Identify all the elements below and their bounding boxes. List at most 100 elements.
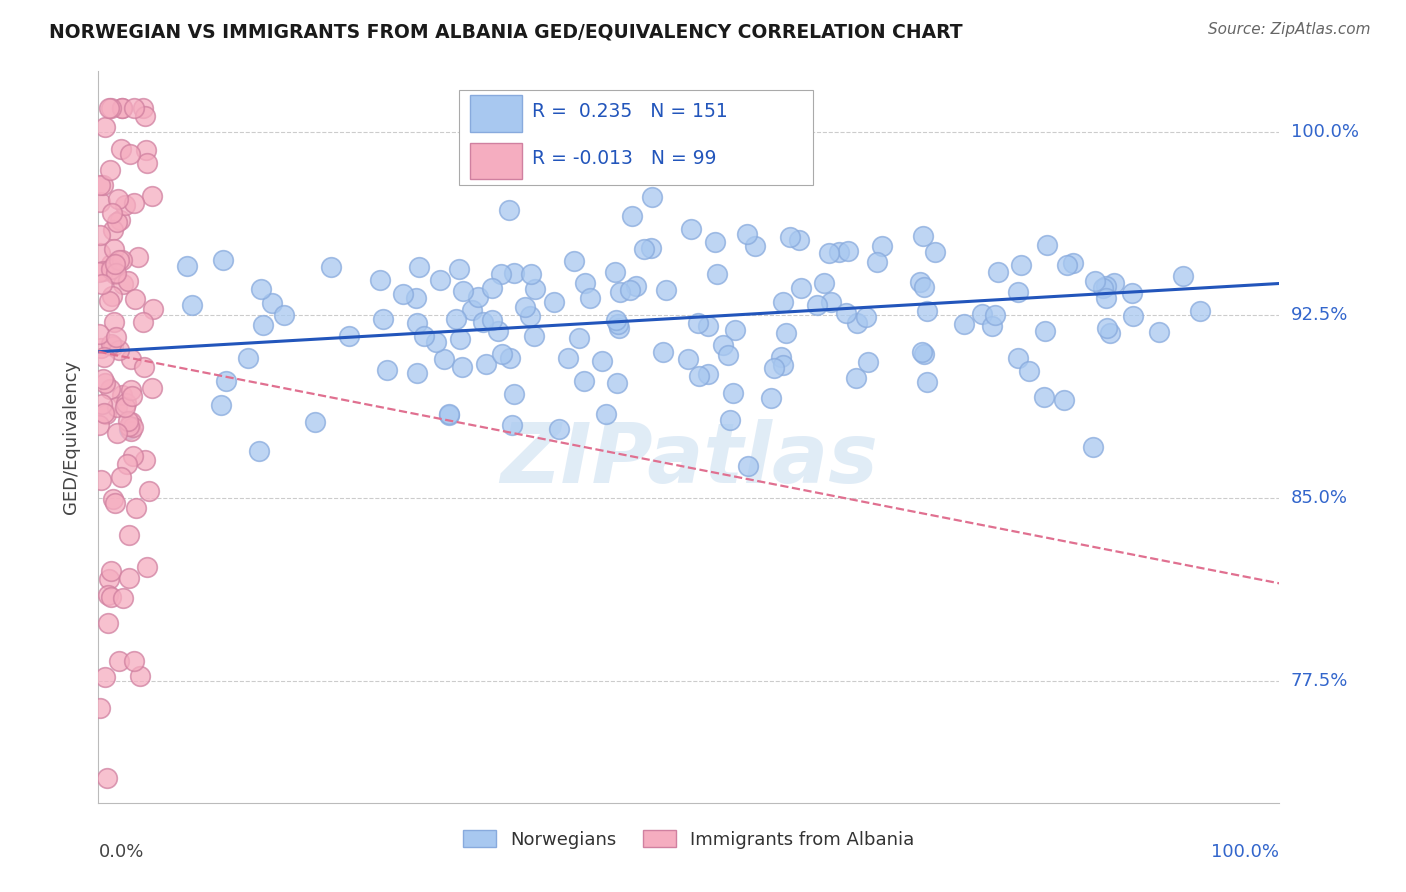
- Point: [100, 590, 122, 604]
- Point: [1091, 281, 1114, 295]
- Point: [108, 343, 131, 358]
- Point: [723, 386, 745, 401]
- Point: [124, 292, 146, 306]
- Point: [94, 120, 117, 134]
- Point: [97, 616, 120, 631]
- Point: [115, 395, 138, 409]
- Point: [89, 246, 111, 260]
- Point: [744, 238, 766, 252]
- Point: [87, 265, 110, 279]
- Point: [834, 306, 856, 320]
- Point: [1007, 351, 1029, 366]
- Point: [136, 560, 159, 574]
- Point: [605, 313, 627, 327]
- Point: [103, 315, 125, 329]
- Point: [761, 391, 783, 405]
- Point: [98, 572, 121, 586]
- Text: 77.5%: 77.5%: [1291, 672, 1348, 690]
- Point: [737, 459, 759, 474]
- Point: [572, 374, 595, 388]
- Point: [117, 274, 139, 288]
- Point: [986, 265, 1008, 279]
- Point: [568, 331, 591, 345]
- Point: [499, 351, 522, 365]
- Point: [607, 321, 630, 335]
- Point: [775, 326, 797, 340]
- Point: [91, 178, 114, 193]
- Point: [90, 341, 112, 355]
- Point: [120, 383, 142, 397]
- Point: [111, 252, 134, 267]
- Point: [557, 351, 579, 365]
- Point: [1018, 364, 1040, 378]
- Point: [120, 351, 142, 366]
- Point: [481, 281, 503, 295]
- Point: [97, 294, 120, 309]
- Point: [453, 284, 475, 298]
- Point: [105, 266, 128, 280]
- Point: [524, 282, 547, 296]
- Point: [104, 495, 127, 509]
- Point: [89, 178, 111, 193]
- Point: [141, 381, 163, 395]
- Point: [1036, 237, 1059, 252]
- Point: [970, 307, 993, 321]
- Point: [392, 287, 415, 301]
- Point: [250, 283, 273, 297]
- Point: [118, 571, 141, 585]
- Point: [501, 417, 523, 432]
- Point: [94, 376, 117, 390]
- Point: [498, 203, 520, 218]
- Point: [103, 242, 125, 256]
- Point: [915, 304, 938, 318]
- Point: [870, 238, 893, 252]
- Point: [132, 101, 155, 115]
- Point: [1147, 325, 1170, 339]
- Text: 100.0%: 100.0%: [1291, 123, 1358, 141]
- Point: [513, 301, 536, 315]
- Point: [718, 413, 741, 427]
- Point: [176, 259, 198, 273]
- Point: [112, 591, 135, 605]
- Point: [89, 701, 111, 715]
- Point: [472, 315, 495, 329]
- Point: [914, 280, 936, 294]
- Point: [100, 257, 122, 271]
- Point: [103, 223, 125, 237]
- Point: [449, 332, 471, 346]
- Point: [90, 277, 112, 291]
- Point: [120, 424, 142, 438]
- Point: [273, 308, 295, 322]
- Point: [437, 407, 460, 421]
- Point: [924, 244, 946, 259]
- Point: [121, 420, 143, 434]
- Point: [908, 275, 931, 289]
- Point: [1121, 286, 1143, 301]
- Point: [1095, 291, 1118, 305]
- Point: [519, 310, 541, 324]
- Point: [236, 351, 259, 366]
- Point: [437, 408, 460, 422]
- Point: [138, 483, 160, 498]
- Point: [447, 261, 470, 276]
- Point: [640, 241, 662, 255]
- Point: [181, 298, 204, 312]
- Point: [686, 316, 709, 330]
- Point: [624, 278, 647, 293]
- Point: [98, 163, 121, 178]
- Point: [105, 425, 128, 440]
- Point: [481, 313, 503, 327]
- Point: [641, 190, 664, 204]
- Point: [679, 221, 702, 235]
- Point: [120, 146, 142, 161]
- Point: [215, 375, 238, 389]
- Point: [915, 376, 938, 390]
- Point: [1122, 309, 1144, 323]
- Point: [413, 328, 436, 343]
- Text: ZIPatlas: ZIPatlas: [501, 418, 877, 500]
- Point: [820, 294, 842, 309]
- Point: [406, 317, 429, 331]
- Point: [90, 473, 112, 487]
- Point: [574, 277, 596, 291]
- Point: [105, 400, 128, 414]
